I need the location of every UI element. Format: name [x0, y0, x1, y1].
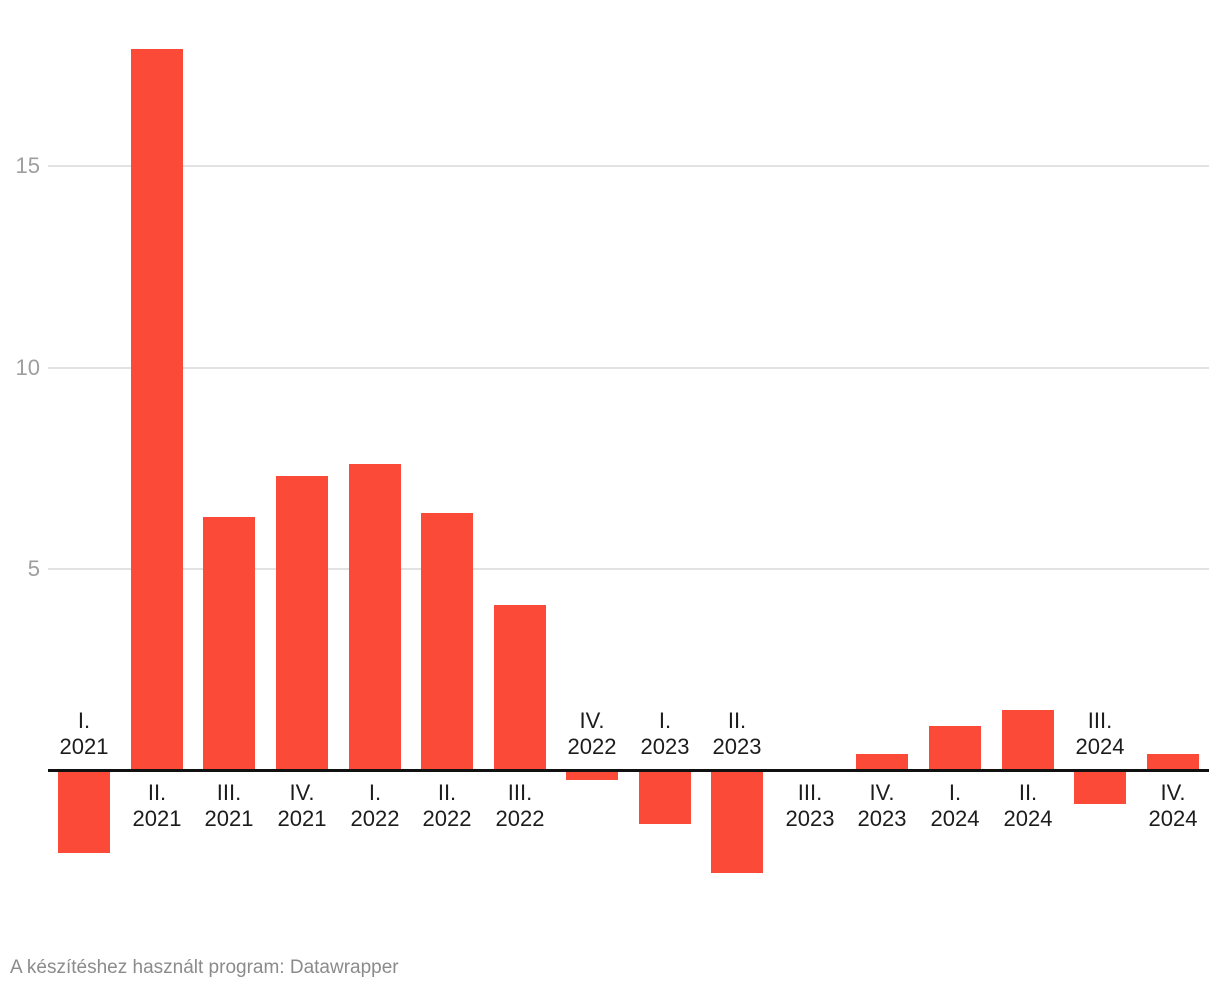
footer-credit: A készítéshez használt program: Datawrap…	[10, 957, 399, 978]
y-tick-label: 10	[15, 355, 40, 380]
bar	[58, 772, 110, 853]
x-tick-label-quarter: I.	[77, 708, 91, 733]
bar	[639, 772, 691, 824]
x-tick-label-quarter: II.	[1018, 780, 1038, 805]
x-tick-label: II. 2021	[112, 780, 202, 832]
x-tick-label-year: 2022	[567, 734, 617, 759]
x-tick-label: III. 2023	[765, 780, 855, 832]
gridline	[48, 568, 1209, 570]
bar	[276, 476, 328, 772]
y-tick-label: 15	[15, 153, 40, 178]
x-tick-label-year: 2022	[495, 806, 545, 831]
x-axis-line	[48, 769, 1209, 772]
x-tick-label-quarter: IV.	[1160, 780, 1186, 805]
gridline	[48, 367, 1209, 369]
bar	[1002, 710, 1054, 772]
x-tick-label: III. 2021	[184, 780, 274, 832]
x-tick-label-year: 2024	[1148, 806, 1198, 831]
x-tick-label-quarter: III.	[797, 780, 823, 805]
y-tick-label: 5	[27, 556, 40, 581]
x-tick-label-year: 2023	[640, 734, 690, 759]
x-tick-label-year: 2021	[204, 806, 254, 831]
bar	[494, 605, 546, 772]
x-tick-label-quarter: II.	[437, 780, 457, 805]
bar	[1074, 772, 1126, 804]
bar	[566, 772, 618, 780]
bar	[856, 754, 908, 772]
bar	[349, 464, 401, 772]
x-tick-label-quarter: I.	[368, 780, 382, 805]
x-tick-label-quarter: IV.	[289, 780, 315, 805]
x-tick-label: IV. 2021	[257, 780, 347, 832]
x-tick-label-year: 2021	[277, 806, 327, 831]
x-tick-label-quarter: IV.	[579, 708, 605, 733]
x-tick-label: I. 2022	[330, 780, 420, 832]
gridline	[48, 165, 1209, 167]
x-tick-label: I. 2023	[620, 708, 710, 760]
bar	[711, 772, 763, 873]
bar	[929, 726, 981, 772]
x-tick-label: III. 2022	[475, 780, 565, 832]
bar	[203, 517, 255, 772]
x-tick-label-quarter: III.	[507, 780, 533, 805]
x-tick-label-year: 2023	[857, 806, 907, 831]
bar	[421, 513, 473, 772]
x-tick-label-quarter: I.	[658, 708, 672, 733]
bar	[131, 49, 183, 772]
x-tick-label: I. 2021	[39, 708, 129, 760]
x-tick-label-year: 2022	[422, 806, 472, 831]
x-tick-label: II. 2022	[402, 780, 492, 832]
x-tick-label-year: 2023	[785, 806, 835, 831]
x-tick-label: IV. 2023	[837, 780, 927, 832]
x-tick-label-year: 2021	[59, 734, 109, 759]
x-tick-label: III. 2024	[1055, 708, 1145, 760]
x-tick-label-quarter: II.	[727, 708, 747, 733]
x-tick-label-year: 2022	[350, 806, 400, 831]
bar	[1147, 754, 1199, 772]
x-tick-label-quarter: III.	[216, 780, 242, 805]
x-tick-label-year: 2024	[1075, 734, 1125, 759]
x-tick-label-year: 2024	[1003, 806, 1053, 831]
x-tick-label-year: 2024	[930, 806, 980, 831]
x-tick-label-year: 2023	[712, 734, 762, 759]
x-tick-label: IV. 2024	[1128, 780, 1218, 832]
x-tick-label-year: 2021	[132, 806, 182, 831]
x-tick-label-quarter: II.	[147, 780, 167, 805]
x-tick-label: II. 2024	[983, 780, 1073, 832]
x-tick-label: IV. 2022	[547, 708, 637, 760]
x-tick-label-quarter: III.	[1087, 708, 1113, 733]
x-tick-label: I. 2024	[910, 780, 1000, 832]
x-tick-label-quarter: IV.	[869, 780, 895, 805]
x-tick-label: II. 2023	[692, 708, 782, 760]
x-tick-label-quarter: I.	[948, 780, 962, 805]
